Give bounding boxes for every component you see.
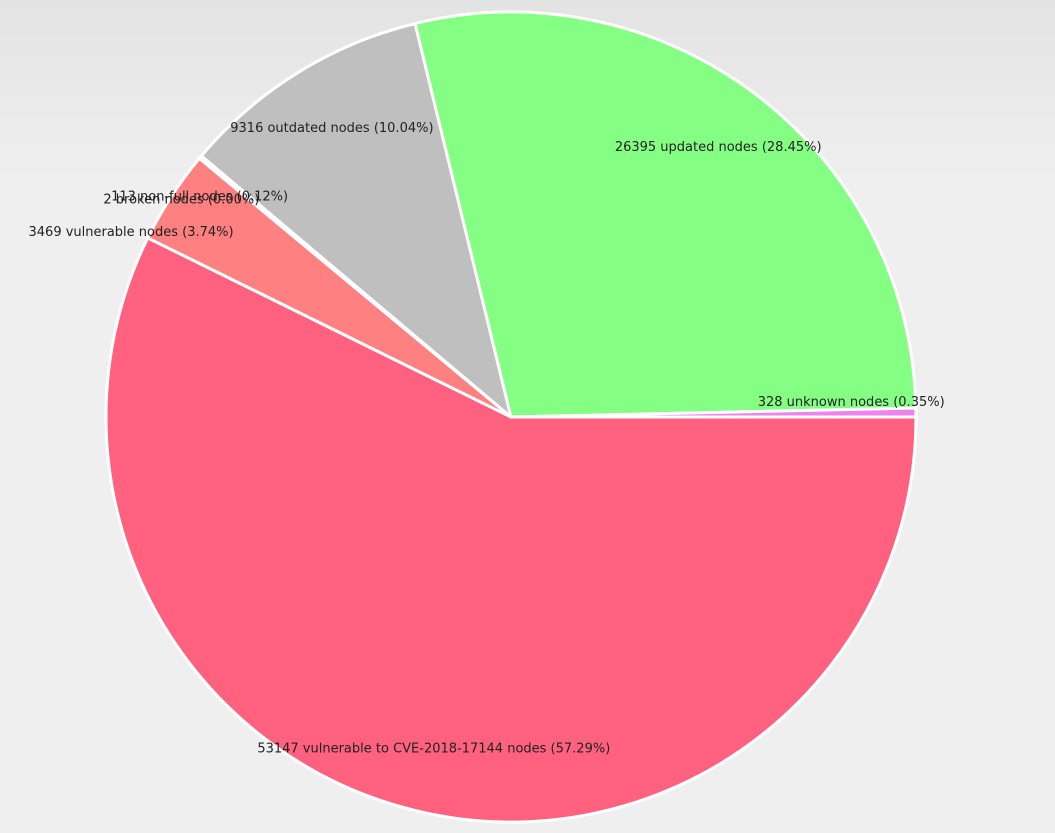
pie-labels: 53147 vulnerable to CVE-2018-17144 nodes… — [29, 121, 945, 756]
pie-slice-label: 328 unknown nodes (0.35%) — [758, 395, 945, 410]
pie-slice-label: 26395 updated nodes (28.45%) — [615, 140, 822, 155]
pie-slice[interactable] — [104, 236, 918, 824]
pie-slice[interactable] — [413, 10, 918, 419]
pie-slice[interactable] — [509, 406, 918, 419]
pie-slice[interactable] — [199, 22, 513, 419]
pie-slice-label: 113 non-full nodes (0.12%) — [111, 190, 288, 205]
pie-slice-label: 53147 vulnerable to CVE-2018-17144 nodes… — [257, 741, 610, 756]
pie-slice-label: 9316 outdated nodes (10.04%) — [230, 121, 433, 136]
pie-slice-label: 3469 vulnerable nodes (3.74%) — [29, 225, 234, 240]
pie-slice-label: 2 broken nodes (0.00%) — [103, 193, 259, 208]
pie-slices — [104, 10, 918, 824]
